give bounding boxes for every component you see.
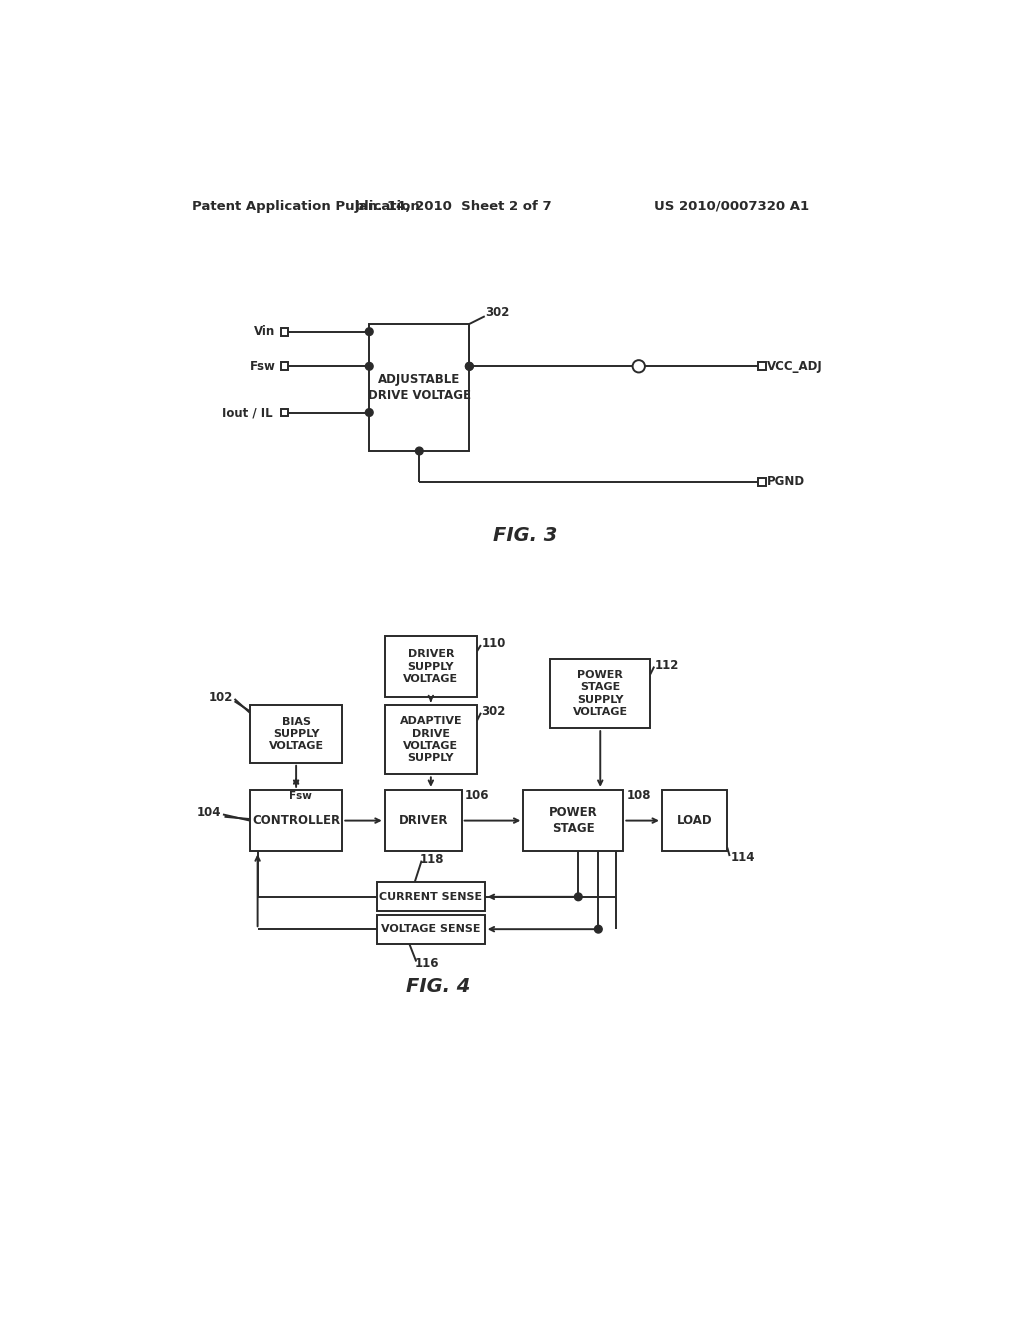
Bar: [550, 659, 650, 729]
Text: 104: 104: [197, 807, 221, 820]
Text: Patent Application Publication: Patent Application Publication: [193, 199, 420, 213]
Bar: [385, 789, 462, 851]
Text: 112: 112: [655, 659, 679, 672]
Bar: [281, 363, 289, 370]
Text: US 2010/0007320 A1: US 2010/0007320 A1: [654, 199, 809, 213]
Text: 118: 118: [420, 853, 444, 866]
Text: FIG. 3: FIG. 3: [493, 527, 557, 545]
Text: VOLTAGE SENSE: VOLTAGE SENSE: [381, 924, 480, 935]
Circle shape: [466, 363, 473, 370]
Text: 302: 302: [484, 306, 509, 319]
Bar: [250, 705, 342, 763]
Text: DRIVER: DRIVER: [398, 814, 447, 828]
Circle shape: [574, 892, 583, 900]
Bar: [281, 327, 289, 335]
Text: Vin: Vin: [254, 325, 275, 338]
Text: CURRENT SENSE: CURRENT SENSE: [379, 892, 482, 902]
Text: POWER
STAGE: POWER STAGE: [549, 807, 598, 836]
Bar: [385, 636, 477, 697]
Circle shape: [366, 327, 373, 335]
Text: Fsw: Fsw: [289, 791, 311, 801]
Bar: [250, 789, 342, 851]
Text: PGND: PGND: [767, 475, 806, 488]
Text: DRIVER
SUPPLY
VOLTAGE: DRIVER SUPPLY VOLTAGE: [403, 649, 459, 684]
Circle shape: [466, 363, 473, 370]
Bar: [281, 409, 289, 416]
Bar: [385, 705, 477, 775]
Text: 108: 108: [627, 789, 651, 803]
Text: FIG. 4: FIG. 4: [407, 977, 471, 995]
Bar: [377, 882, 484, 911]
Text: 114: 114: [730, 851, 755, 865]
Text: Iout / IL: Iout / IL: [222, 407, 273, 418]
Circle shape: [416, 447, 423, 455]
Text: 106: 106: [465, 789, 489, 803]
Text: 102: 102: [209, 690, 233, 704]
Bar: [523, 789, 624, 851]
Text: 302: 302: [481, 705, 506, 718]
Text: ADAPTIVE
DRIVE
VOLTAGE
SUPPLY: ADAPTIVE DRIVE VOLTAGE SUPPLY: [399, 717, 462, 763]
Text: Jan. 14, 2010  Sheet 2 of 7: Jan. 14, 2010 Sheet 2 of 7: [355, 199, 553, 213]
Text: CONTROLLER: CONTROLLER: [252, 814, 340, 828]
Text: 116: 116: [415, 957, 439, 970]
Text: BIAS
SUPPLY
VOLTAGE: BIAS SUPPLY VOLTAGE: [268, 717, 324, 751]
Text: 110: 110: [481, 638, 506, 649]
Text: ADJUSTABLE
DRIVE VOLTAGE: ADJUSTABLE DRIVE VOLTAGE: [368, 374, 471, 403]
Bar: [370, 323, 469, 451]
Bar: [758, 363, 766, 370]
Circle shape: [366, 363, 373, 370]
Bar: [662, 789, 727, 851]
Circle shape: [366, 409, 373, 416]
Bar: [377, 915, 484, 944]
Text: POWER
STAGE
SUPPLY
VOLTAGE: POWER STAGE SUPPLY VOLTAGE: [572, 671, 628, 717]
Circle shape: [595, 925, 602, 933]
Text: VCC_ADJ: VCC_ADJ: [767, 360, 823, 372]
Bar: [758, 478, 766, 486]
Circle shape: [633, 360, 645, 372]
Text: LOAD: LOAD: [677, 814, 713, 828]
Text: Fsw: Fsw: [250, 360, 275, 372]
